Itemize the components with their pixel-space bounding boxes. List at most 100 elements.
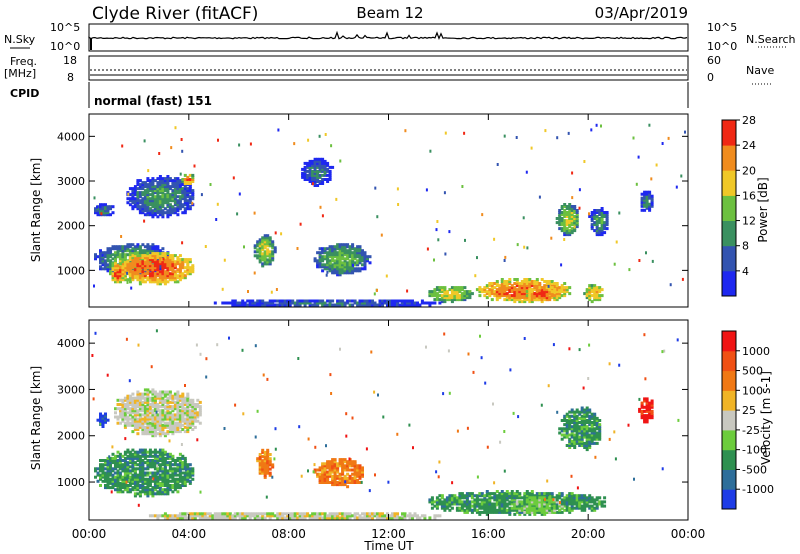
- range-cell: [455, 288, 459, 292]
- range-cell: [153, 450, 157, 454]
- range-cell: [463, 294, 467, 298]
- range-cell: [153, 456, 157, 460]
- range-cell: [568, 203, 572, 206]
- range-cell: [161, 392, 165, 396]
- range-cell: [313, 184, 317, 187]
- range-cell: [128, 479, 132, 483]
- range-cell: [503, 504, 507, 508]
- range-cell: [116, 403, 120, 406]
- range-cell: [363, 263, 367, 267]
- range-cell: [193, 405, 197, 409]
- range-cell: [183, 185, 187, 189]
- range-cell: [473, 500, 477, 504]
- range-cell: [176, 179, 180, 183]
- range-cell: [638, 409, 642, 413]
- range-cell: [106, 461, 110, 465]
- range-cell: [151, 396, 155, 400]
- range-cell: [141, 477, 145, 481]
- range-cell: [171, 473, 175, 477]
- range-cell: [143, 266, 147, 270]
- range-cell: [443, 286, 447, 290]
- range-cell: [485, 504, 489, 508]
- range-cell: [123, 276, 127, 280]
- range-cell: [483, 286, 487, 290]
- range-cell: [558, 213, 562, 216]
- range-cell: [171, 394, 175, 398]
- range-cell: [450, 298, 454, 302]
- range-cell: [178, 191, 182, 195]
- range-cell: [104, 459, 107, 462]
- range-cell: [505, 282, 509, 285]
- range-cell: [188, 258, 192, 262]
- range-cell: [111, 205, 115, 209]
- range-cell: [111, 484, 115, 487]
- range-cell: [393, 301, 397, 305]
- range-cell: [600, 217, 604, 220]
- range-cell: [131, 197, 135, 201]
- range-cell: [161, 423, 165, 427]
- range-cell: [138, 417, 142, 421]
- range-cell: [138, 459, 142, 462]
- range-cell: [128, 450, 132, 454]
- range-cell: [258, 303, 262, 307]
- range-cell: [128, 268, 132, 272]
- range-cell: [271, 244, 275, 248]
- range-cell: [161, 467, 165, 471]
- range-cell: [146, 252, 150, 256]
- range-cell: [560, 437, 564, 441]
- range-cell: [585, 437, 589, 441]
- range-cell: [313, 299, 317, 303]
- range-cell: [598, 290, 602, 294]
- range-cell: [126, 405, 130, 409]
- range-cell: [463, 292, 467, 296]
- range-cell: [568, 221, 572, 225]
- range-cell: [513, 504, 517, 508]
- range-cell: [183, 403, 187, 406]
- range-cell: [99, 463, 102, 467]
- range-cell: [580, 427, 584, 431]
- range-cell: [316, 263, 320, 267]
- range-cell: [600, 223, 604, 227]
- range-cell: [158, 400, 162, 404]
- range-cell: [278, 301, 282, 305]
- range-cell: [148, 452, 152, 456]
- range-cell: [114, 268, 117, 272]
- range-cell: [141, 450, 145, 454]
- range-cell: [406, 299, 409, 303]
- range-cell: [378, 301, 382, 305]
- range-cell: [548, 510, 552, 514]
- range-cell: [109, 267, 112, 271]
- range-cell: [573, 412, 577, 416]
- range-cell: [206, 516, 210, 520]
- range-cell: [168, 415, 172, 419]
- range-cell: [498, 492, 502, 496]
- range-cell: [146, 492, 150, 496]
- range-cell: [590, 290, 594, 294]
- range-cell: [333, 253, 337, 257]
- range-cell: [331, 303, 335, 307]
- range-cell: [271, 258, 275, 262]
- range-cell: [128, 454, 132, 458]
- range-cell: [336, 267, 340, 271]
- range-cell: [336, 247, 340, 251]
- range-cell: [450, 296, 454, 300]
- range-cell: [168, 454, 172, 458]
- range-cell: [570, 494, 574, 498]
- range-cell: [308, 303, 312, 307]
- range-cell: [191, 477, 195, 481]
- range-cell: [178, 421, 182, 425]
- range-cell: [183, 463, 187, 467]
- range-cell: [181, 189, 185, 193]
- range-cell: [191, 189, 195, 193]
- scatter-region: [213, 299, 442, 307]
- range-cell: [376, 215, 379, 219]
- range-cell: [450, 494, 454, 498]
- range-cell: [573, 215, 577, 218]
- range-cell: [151, 465, 155, 469]
- range-cell: [188, 512, 192, 516]
- range-cell: [545, 296, 549, 300]
- range-cell: [368, 255, 372, 259]
- range-cell: [558, 209, 562, 212]
- range-cell: [176, 469, 180, 473]
- range-cell: [106, 481, 110, 485]
